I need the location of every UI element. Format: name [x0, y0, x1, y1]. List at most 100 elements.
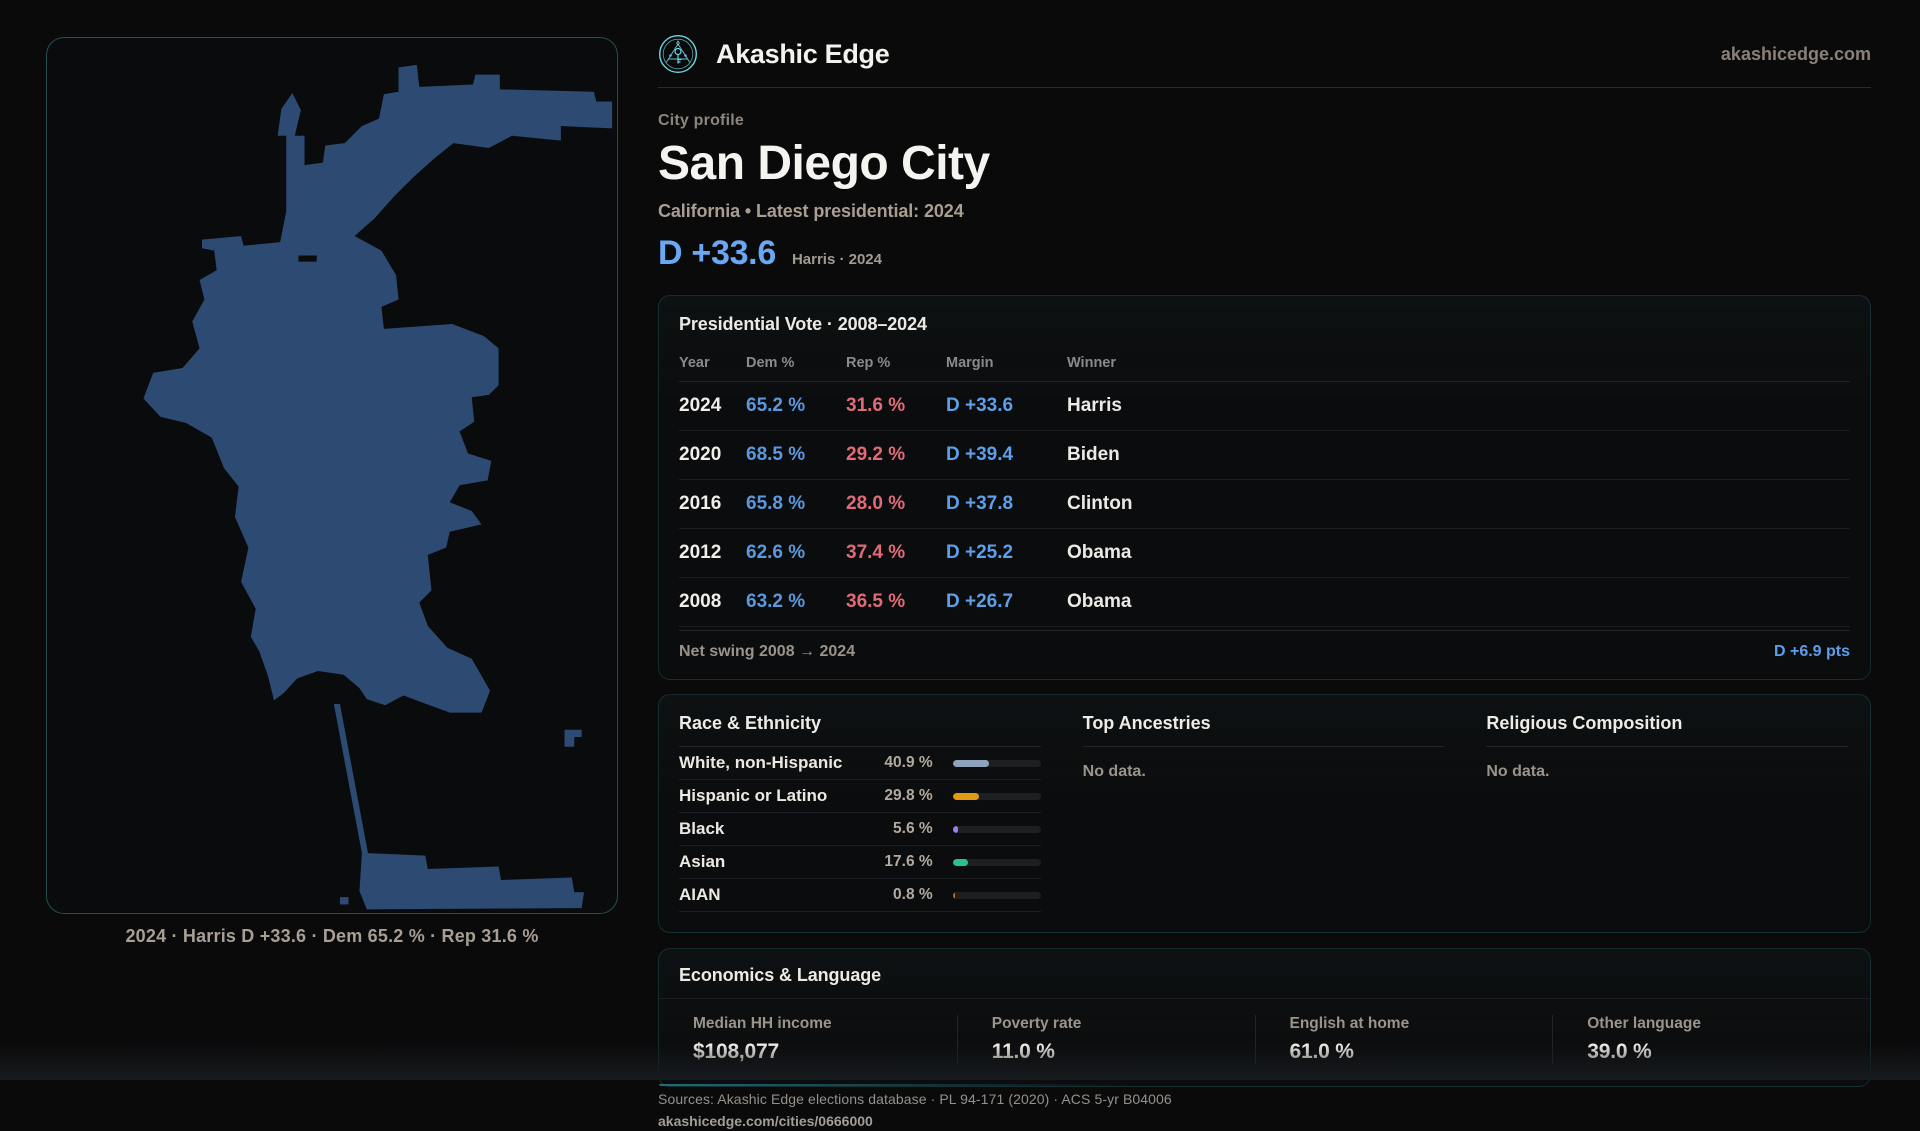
race-row-black: Black 5.6 % [679, 813, 1041, 846]
headline-margin-row: D +33.6 Harris · 2024 [658, 234, 1871, 273]
permalink-link[interactable]: akashicedge.com/cities/0666000 [658, 1113, 873, 1129]
race-ethnicity-section: Race & Ethnicity White, non-Hispanic 40.… [679, 713, 1041, 912]
vote-row-2016: 2016 65.8 % 28.0 % D +37.8 Clinton [679, 479, 1850, 529]
year-cell: 2024 [679, 381, 746, 431]
race-row-white: White, non-Hispanic 40.9 % [679, 747, 1041, 780]
economics-accent-line [659, 1084, 1132, 1086]
bottom-gradient-band [0, 1044, 1920, 1080]
column-header-year: Year [679, 349, 746, 382]
economics-divider [659, 998, 1870, 999]
rep-cell: 28.0 % [846, 479, 946, 529]
race-row-aian: AIAN 0.8 % [679, 879, 1041, 912]
religious-composition-section: Religious Composition No data. [1486, 713, 1848, 912]
religion-no-data: No data. [1486, 763, 1550, 780]
vote-row-2008: 2008 63.2 % 36.5 % D +26.7 Obama [679, 577, 1850, 627]
demographics-card: Race & Ethnicity White, non-Hispanic 40.… [658, 694, 1871, 933]
year-cell: 2012 [679, 528, 746, 578]
column-header-dem: Dem % [746, 349, 846, 382]
economics-card-title: Economics & Language [679, 965, 882, 985]
vote-table: Year Dem % Rep % Margin Winner 2024 65.2… [679, 349, 1850, 627]
column-header-margin: Margin [946, 349, 1067, 382]
race-label: Asian [679, 852, 726, 871]
net-swing-label: Net swing 2008 → 2024 [679, 643, 856, 660]
city-shape-hole [298, 255, 317, 262]
race-value: 5.6 % [893, 820, 933, 837]
stat-label: English at home [1289, 1015, 1410, 1032]
race-value: 40.9 % [884, 754, 933, 771]
dem-cell: 65.8 % [746, 479, 846, 529]
city-shape-south-strip [333, 704, 585, 910]
top-ancestries-section: Top Ancestries No data. [1082, 713, 1445, 912]
page-title: San Diego City [658, 137, 990, 190]
winner-cell: Harris [1067, 381, 1850, 431]
rep-cell: 31.6 % [846, 381, 946, 431]
vote-row-2024: 2024 65.2 % 31.6 % D +33.6 Harris [679, 381, 1850, 431]
race-bar [952, 759, 1041, 767]
year-cell: 2016 [679, 479, 746, 529]
margin-cell: D +39.4 [946, 430, 1067, 480]
year-cell: 2008 [679, 577, 746, 627]
vote-row-2012: 2012 62.6 % 37.4 % D +25.2 Obama [679, 528, 1850, 578]
race-section-title: Race & Ethnicity [679, 713, 1041, 747]
race-bar [952, 891, 1041, 899]
presidential-vote-card: Presidential Vote · 2008–2024 Year Dem %… [658, 295, 1871, 680]
winner-cell: Obama [1067, 528, 1850, 578]
winner-cell: Biden [1067, 430, 1850, 480]
race-label: Hispanic or Latino [679, 786, 828, 805]
dem-cell: 62.6 % [746, 528, 846, 578]
margin-cell: D +33.6 [946, 381, 1067, 431]
stat-label: Median HH income [693, 1015, 832, 1032]
headline-margin-note: Harris · 2024 [791, 251, 882, 268]
religion-section-title: Religious Composition [1486, 713, 1848, 747]
vote-table-header-row: Year Dem % Rep % Margin Winner [679, 349, 1850, 382]
dem-cell: 68.5 % [746, 430, 846, 480]
margin-cell: D +26.7 [946, 577, 1067, 627]
city-map-panel [46, 37, 618, 914]
stat-label: Poverty rate [991, 1015, 1082, 1032]
margin-cell: D +25.2 [946, 528, 1067, 578]
profile-panel: Akashic Edge akashicedge.com City profil… [658, 30, 1871, 1131]
rep-cell: 37.4 % [846, 528, 946, 578]
eyebrow-label: City profile [658, 112, 744, 129]
race-label: AIAN [679, 885, 721, 904]
race-bar [952, 825, 1041, 833]
rep-cell: 36.5 % [846, 577, 946, 627]
ancestries-no-data: No data. [1082, 763, 1146, 780]
year-cell: 2020 [679, 430, 746, 480]
race-bar [952, 858, 1041, 866]
brand-domain: akashicedge.com [1720, 43, 1871, 64]
race-row-hispanic: Hispanic or Latino 29.8 % [679, 780, 1041, 813]
stat-label: Other language [1587, 1015, 1701, 1032]
dem-cell: 63.2 % [746, 577, 846, 627]
column-header-winner: Winner [1067, 349, 1850, 382]
race-bar [952, 792, 1041, 800]
race-label: Black [679, 819, 725, 838]
header-divider [658, 87, 1871, 88]
race-row-asian: Asian 17.6 % [679, 846, 1041, 879]
sources-text: Sources: Akashic Edge elections database… [658, 1091, 1172, 1107]
city-shape-speck [339, 897, 349, 905]
rep-cell: 29.2 % [846, 430, 946, 480]
vote-card-title: Presidential Vote · 2008–2024 [679, 314, 927, 334]
net-swing-value: D +6.9 pts [1773, 643, 1850, 660]
ancestries-section-title: Top Ancestries [1082, 713, 1445, 747]
winner-cell: Clinton [1067, 479, 1850, 529]
page-subtitle: California • Latest presidential: 2024 [658, 201, 964, 221]
vote-row-2020: 2020 68.5 % 29.2 % D +39.4 Biden [679, 430, 1850, 480]
race-value: 0.8 % [893, 886, 933, 903]
brand-name: Akashic Edge [716, 38, 890, 69]
map-caption: 2024 · Harris D +33.6 · Dem 65.2 % · Rep… [125, 926, 539, 946]
headline-margin-value: D +33.6 [658, 234, 776, 272]
net-swing-row: Net swing 2008 → 2024 D +6.9 pts [679, 630, 1850, 667]
city-shape-detached [564, 729, 582, 747]
margin-cell: D +37.8 [946, 479, 1067, 529]
site-header: Akashic Edge akashicedge.com [658, 30, 1871, 78]
brand-logo-icon [659, 35, 697, 73]
city-boundary-map [143, 64, 613, 910]
race-value: 17.6 % [884, 853, 933, 870]
race-label: White, non-Hispanic [679, 753, 843, 772]
city-shape-main [143, 64, 613, 713]
dem-cell: 65.2 % [746, 381, 846, 431]
column-header-rep: Rep % [846, 349, 946, 382]
race-value: 29.8 % [884, 787, 933, 804]
